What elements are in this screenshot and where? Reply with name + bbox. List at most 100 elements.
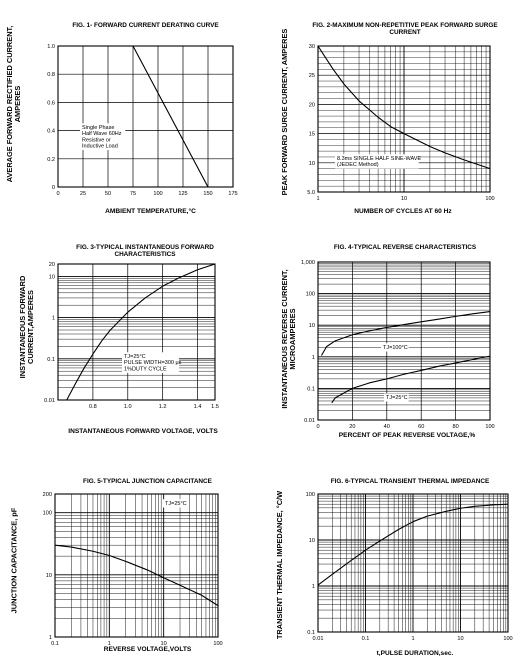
x-tick-label: 0.1 — [51, 641, 59, 647]
y-tick-label: 10 — [309, 161, 315, 167]
series-line — [66, 263, 216, 401]
x-axis-label: REVERSE VOLTAGE,VOLTS — [103, 646, 192, 653]
y-tick-label: 25 — [309, 73, 315, 79]
x-tick-label: 1 — [411, 636, 414, 642]
x-tick-label: 25 — [80, 191, 86, 197]
plot-frame — [54, 493, 219, 638]
x-tick-label: 100 — [503, 636, 512, 642]
x-tick-label: 150 — [203, 191, 212, 197]
x-tick-label: 10 — [401, 196, 407, 202]
annotation-text: Single Phase — [82, 125, 114, 131]
y-tick-label: 20 — [49, 262, 55, 268]
y-tick-label: 0 — [52, 185, 55, 191]
x-tick-label: 175 — [228, 191, 237, 197]
y-tick-label: 0.01 — [44, 398, 55, 404]
annotation-text: Inductive Load — [82, 144, 118, 150]
x-tick-label: 0.8 — [89, 404, 97, 410]
x-axis-label: AMBIENT TEMPERATURE,°C — [105, 208, 196, 215]
gridlines — [57, 45, 234, 188]
plot-frame — [317, 493, 509, 633]
x-tick-label: 50 — [105, 191, 111, 197]
gridlines — [318, 494, 508, 632]
y-tick-label: 10 — [309, 323, 315, 329]
y-tick-label: 0.4 — [47, 129, 55, 135]
series-line — [317, 45, 491, 170]
x-axis-label: INSTANTANEOUS FORWARD VOLTAGE, VOLTS — [68, 428, 218, 435]
x-tick-label: 10 — [161, 641, 167, 647]
chart-title: FIG. 4-TYPICAL REVERSE CHARACTERISTICS — [333, 244, 477, 251]
chart-fig2-plot: 1 10 100 5.0 10 15 20 25 30 8.3ms SINGLE HALF SIN… — [307, 44, 494, 202]
chart-fig4-plot: 0 20 40 60 80 100 0.01 0.1 1 10 100 1,000 TJ=100°C TJ… — [301, 260, 495, 430]
x-tick-label: 0 — [56, 191, 59, 197]
y-tick-label: 200 — [43, 492, 52, 498]
x-tick-label: 0 — [316, 424, 319, 430]
plot-frame — [317, 45, 491, 193]
y-tick-label: 100 — [306, 292, 315, 298]
x-tick-label: 1.0 — [124, 404, 132, 410]
plot-frame — [57, 45, 234, 188]
x-tick-label: 0.01 — [313, 636, 324, 642]
y-tick-label: 0.6 — [47, 100, 55, 106]
annotation-text: 1%DUTY CYCLE — [124, 366, 167, 372]
y-tick-label: 0.1 — [307, 386, 315, 392]
y-tick-label: 1 — [312, 355, 315, 361]
x-tick-label: 1 — [316, 196, 319, 202]
gridlines — [317, 262, 491, 420]
series-line — [320, 311, 491, 356]
x-tick-label: 100 — [485, 424, 494, 430]
chart-title: FIG. 1- FORWARD CURRENT DERATING CURVE — [72, 22, 219, 29]
gridlines — [318, 45, 490, 193]
x-tick-label: 100 — [485, 196, 494, 202]
x-tick-label: 80 — [452, 424, 458, 430]
x-axis-label: NUMBER OF CYCLES AT 60 Hz — [354, 208, 452, 215]
x-tick-label: 1.4 — [194, 404, 202, 410]
gridlines — [55, 494, 218, 637]
y-tick-label: 10 — [309, 538, 315, 544]
chart-title: FIG. 6-TYPICAL TRANSIENT THERMAL IMPEDAN… — [330, 478, 490, 485]
x-tick-label: 10 — [457, 636, 463, 642]
y-tick-label: 1 — [312, 584, 315, 590]
y-tick-label: 0.8 — [47, 72, 55, 78]
series-line — [54, 544, 219, 607]
gridlines — [58, 264, 216, 400]
series-line — [331, 355, 491, 404]
annotation-text: TJ=25°C — [124, 354, 146, 360]
annotation-text: TJ=25°C — [165, 501, 187, 507]
y-tick-label: 0.1 — [47, 357, 55, 363]
y-tick-label: 15 — [309, 132, 315, 138]
x-tick-label: 100 — [153, 191, 162, 197]
x-tick-label: 0.1 — [362, 636, 370, 642]
chart-title: FIG. 5-TYPICAL JUNCTION CAPACITANCE — [83, 478, 212, 485]
x-tick-label: 40 — [384, 424, 390, 430]
annotation-text: Half Wave 60Hz — [82, 131, 122, 137]
x-axis-label: t,PULSE DURATION,sec. — [376, 650, 454, 657]
y-tick-label: 100 — [306, 492, 315, 498]
chart-fig1-plot: 0 25 50 75 100 125 150 175 0 0.2 0.4 0.6 0.8 1.0 Singl… — [47, 44, 237, 197]
y-tick-label: 0.1 — [307, 630, 315, 636]
annotation-text: TJ=25°C — [386, 395, 408, 401]
x-tick-label: 100 — [213, 641, 222, 647]
annotation-text: (JEDEC Method) — [337, 162, 379, 168]
annotation-bg — [381, 343, 409, 352]
chart-fig3-plot: 0.8 1.0 1.2 1.4 1.5 0.01 0.1 1 10 20 TJ=25°CPULSE … — [44, 262, 219, 410]
y-tick-label: 20 — [309, 102, 315, 108]
annotation-bg — [384, 393, 409, 402]
x-axis-label: PERCENT OF PEAK REVERSE VOLTAGE,% — [338, 432, 476, 439]
chart-title: FIG. 3-TYPICAL INSTANTANEOUS FORWARD CHA… — [76, 244, 214, 258]
plot-frame — [317, 261, 491, 421]
x-tick-label: 125 — [178, 191, 187, 197]
x-tick-label: 75 — [130, 191, 136, 197]
x-tick-label: 20 — [349, 424, 355, 430]
annotation-text: Resistive or — [82, 137, 111, 143]
y-tick-label: 0.01 — [304, 418, 315, 424]
x-tick-label: 60 — [418, 424, 424, 430]
y-tick-label: 1 — [49, 635, 52, 641]
y-tick-label: 1,000 — [301, 260, 315, 266]
series-line — [317, 503, 509, 586]
x-tick-label: 1 — [108, 641, 111, 647]
y-tick-label: 5.0 — [307, 190, 315, 196]
x-tick-label: 1.2 — [159, 404, 167, 410]
y-tick-label: 10 — [46, 573, 52, 579]
